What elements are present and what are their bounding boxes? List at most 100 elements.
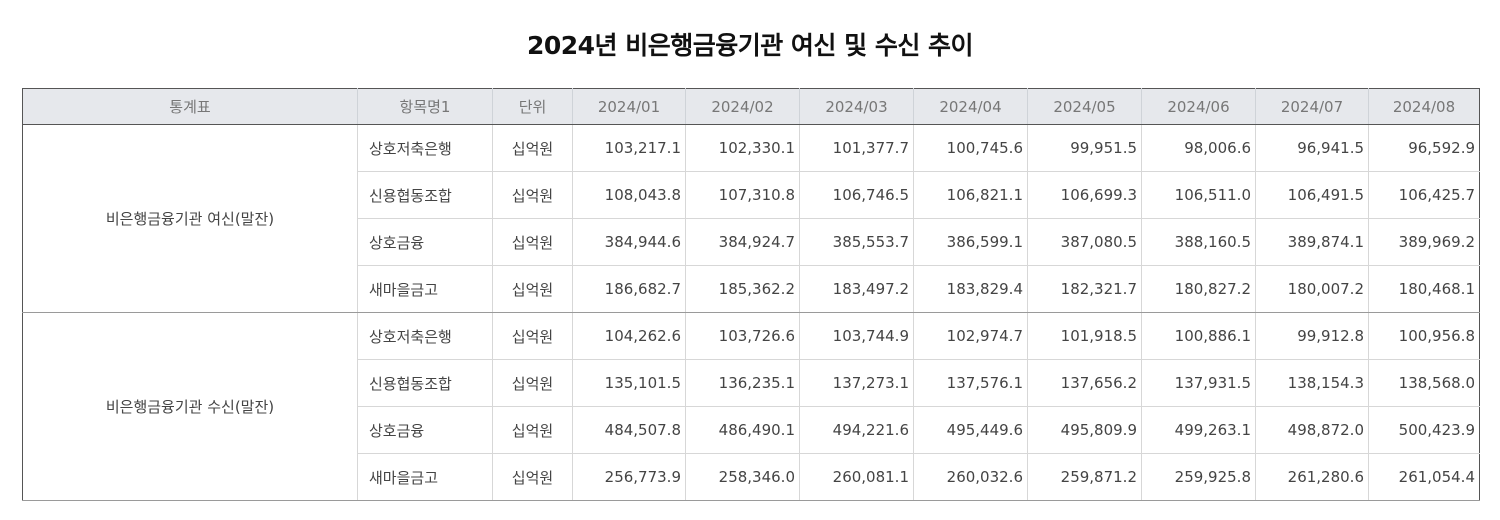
- value-cell: 261,280.6: [1255, 453, 1369, 501]
- value-cell: 259,925.8: [1141, 453, 1256, 501]
- value-cell: 180,468.1: [1368, 265, 1480, 313]
- value-cell: 96,941.5: [1255, 124, 1369, 172]
- item-name-cell: 새마을금고: [357, 265, 493, 313]
- column-header-period[interactable]: 2024/03: [799, 88, 914, 125]
- value-cell: 106,425.7: [1368, 171, 1480, 219]
- value-cell: 106,699.3: [1027, 171, 1142, 219]
- value-cell: 104,262.6: [572, 312, 686, 360]
- table-row: 새마을금고 십억원 186,682.7 185,362.2 183,497.2 183,8…: [23, 265, 1480, 313]
- value-cell: 495,449.6: [913, 406, 1028, 454]
- item-name-cell: 신용협동조합: [357, 171, 493, 219]
- statistics-table: 통계표 항목명1 단위 2024/01 2024/02 2024/03 2024…: [22, 88, 1480, 501]
- value-cell: 106,511.0: [1141, 171, 1256, 219]
- column-header-period[interactable]: 2024/08: [1368, 88, 1480, 125]
- column-header-period[interactable]: 2024/07: [1255, 88, 1369, 125]
- value-cell: 103,744.9: [799, 312, 914, 360]
- group-label: 비은행금융기관 수신(말잔): [22, 312, 358, 501]
- column-header-period[interactable]: 2024/06: [1141, 88, 1256, 125]
- value-cell: 500,423.9: [1368, 406, 1480, 454]
- value-cell: 384,944.6: [572, 218, 686, 266]
- column-header-period[interactable]: 2024/01: [572, 88, 686, 125]
- value-cell: 99,951.5: [1027, 124, 1142, 172]
- value-cell: 258,346.0: [685, 453, 800, 501]
- value-cell: 106,491.5: [1255, 171, 1369, 219]
- value-cell: 260,032.6: [913, 453, 1028, 501]
- value-cell: 387,080.5: [1027, 218, 1142, 266]
- column-header-unit[interactable]: 단위: [492, 88, 573, 125]
- table-row: 신용협동조합 십억원 135,101.5 136,235.1 137,273.1 137,…: [23, 359, 1480, 407]
- value-cell: 185,362.2: [685, 265, 800, 313]
- unit-cell: 십억원: [492, 453, 573, 501]
- value-cell: 388,160.5: [1141, 218, 1256, 266]
- value-cell: 495,809.9: [1027, 406, 1142, 454]
- value-cell: 182,321.7: [1027, 265, 1142, 313]
- column-header-item[interactable]: 항목명1: [357, 88, 493, 125]
- value-cell: 498,872.0: [1255, 406, 1369, 454]
- value-cell: 180,007.2: [1255, 265, 1369, 313]
- unit-cell: 십억원: [492, 265, 573, 313]
- value-cell: 260,081.1: [799, 453, 914, 501]
- column-header-period[interactable]: 2024/02: [685, 88, 800, 125]
- value-cell: 259,871.2: [1027, 453, 1142, 501]
- value-cell: 389,874.1: [1255, 218, 1369, 266]
- value-cell: 486,490.1: [685, 406, 800, 454]
- table-row: 상호금융 십억원 384,944.6 384,924.7 385,553.7 386,59…: [23, 218, 1480, 266]
- group-label: 비은행금융기관 여신(말잔): [22, 124, 358, 313]
- unit-cell: 십억원: [492, 406, 573, 454]
- item-name-cell: 새마을금고: [357, 453, 493, 501]
- value-cell: 385,553.7: [799, 218, 914, 266]
- page-title: 2024년 비은행금융기관 여신 및 수신 추이: [526, 31, 974, 60]
- value-cell: 183,497.2: [799, 265, 914, 313]
- value-cell: 137,931.5: [1141, 359, 1256, 407]
- value-cell: 106,746.5: [799, 171, 914, 219]
- value-cell: 138,154.3: [1255, 359, 1369, 407]
- unit-cell: 십억원: [492, 124, 573, 172]
- value-cell: 389,969.2: [1368, 218, 1480, 266]
- value-cell: 494,221.6: [799, 406, 914, 454]
- value-cell: 137,576.1: [913, 359, 1028, 407]
- column-header-period[interactable]: 2024/04: [913, 88, 1028, 125]
- value-cell: 100,886.1: [1141, 312, 1256, 360]
- value-cell: 386,599.1: [913, 218, 1028, 266]
- value-cell: 100,956.8: [1368, 312, 1480, 360]
- item-name-cell: 신용협동조합: [357, 359, 493, 407]
- value-cell: 102,330.1: [685, 124, 800, 172]
- table-row: 새마을금고 십억원 256,773.9 258,346.0 260,081.1 260,0…: [23, 453, 1480, 501]
- value-cell: 98,006.6: [1141, 124, 1256, 172]
- value-cell: 136,235.1: [685, 359, 800, 407]
- value-cell: 137,656.2: [1027, 359, 1142, 407]
- value-cell: 186,682.7: [572, 265, 686, 313]
- table-row: 비은행금융기관 여신(말잔) 상호저축은행 십억원 103,217.1 102,330.…: [22, 124, 1480, 313]
- column-header-stat-table[interactable]: 통계표: [22, 88, 358, 125]
- value-cell: 256,773.9: [572, 453, 686, 501]
- value-cell: 499,263.1: [1141, 406, 1256, 454]
- unit-cell: 십억원: [492, 218, 573, 266]
- unit-cell: 십억원: [492, 359, 573, 407]
- value-cell: 138,568.0: [1368, 359, 1480, 407]
- value-cell: 384,924.7: [685, 218, 800, 266]
- item-name-cell: 상호금융: [357, 406, 493, 454]
- table-row: 상호금융 십억원 484,507.8 486,490.1 494,221.6 495,44…: [23, 406, 1480, 454]
- table-body: 비은행금융기관 여신(말잔) 상호저축은행 십억원 103,217.1 102,330.…: [22, 124, 1480, 501]
- value-cell: 103,726.6: [685, 312, 800, 360]
- value-cell: 99,912.8: [1255, 312, 1369, 360]
- value-cell: 106,821.1: [913, 171, 1028, 219]
- unit-cell: 십억원: [492, 312, 573, 360]
- value-cell: 135,101.5: [572, 359, 686, 407]
- column-header-period[interactable]: 2024/05: [1027, 88, 1142, 125]
- item-name-cell: 상호금융: [357, 218, 493, 266]
- value-cell: 103,217.1: [572, 124, 686, 172]
- value-cell: 484,507.8: [572, 406, 686, 454]
- value-cell: 101,918.5: [1027, 312, 1142, 360]
- value-cell: 96,592.9: [1368, 124, 1480, 172]
- value-cell: 137,273.1: [799, 359, 914, 407]
- item-name-cell: 상호저축은행: [357, 312, 493, 360]
- item-name-cell: 상호저축은행: [357, 124, 493, 172]
- value-cell: 108,043.8: [572, 171, 686, 219]
- value-cell: 102,974.7: [913, 312, 1028, 360]
- unit-cell: 십억원: [492, 171, 573, 219]
- value-cell: 101,377.7: [799, 124, 914, 172]
- value-cell: 107,310.8: [685, 171, 800, 219]
- value-cell: 183,829.4: [913, 265, 1028, 313]
- header-row: 통계표 항목명1 단위 2024/01 2024/02 2024/03 2024…: [22, 88, 1480, 125]
